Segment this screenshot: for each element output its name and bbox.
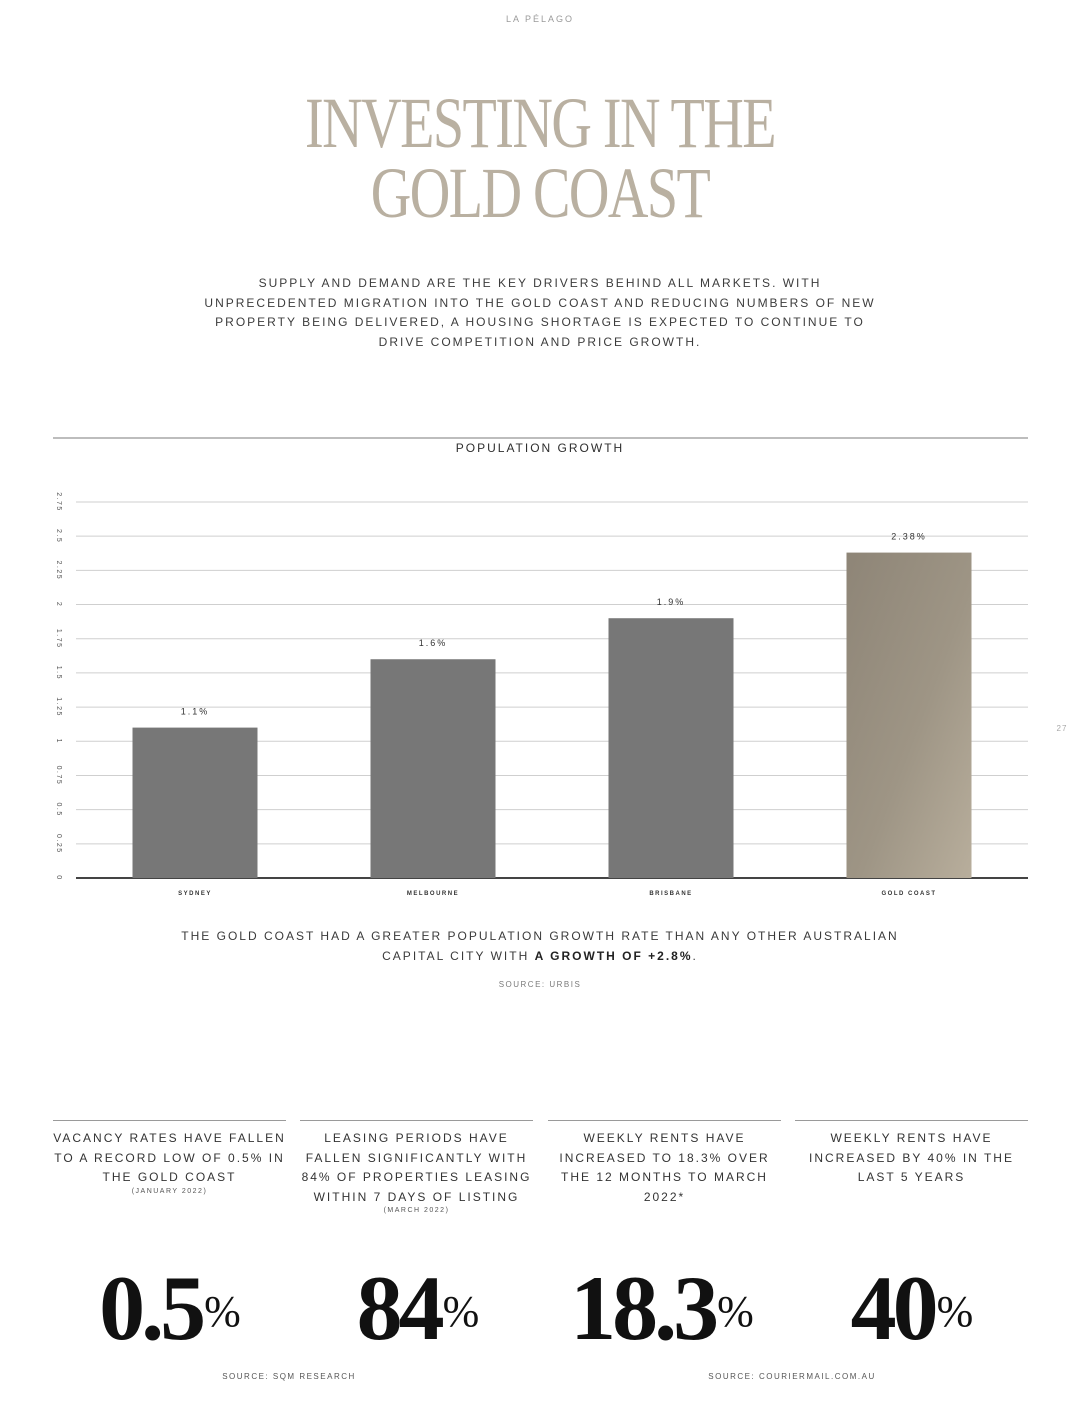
bar-data-label: 1.9%: [657, 597, 686, 607]
stat-figure-leasing: 84%: [288, 1258, 548, 1358]
chart-caption-text: THE GOLD COAST HAD A GREATER POPULATION …: [181, 929, 899, 963]
bar-data-label: 1.6%: [419, 638, 448, 648]
page-number: 27: [1056, 724, 1068, 733]
stat-figure-unit: %: [936, 1287, 974, 1336]
stat-figure-value: 18.3: [570, 1257, 719, 1359]
stat-figure-vacancy: 0.5%: [40, 1258, 300, 1358]
y-tick-label: 1: [55, 739, 62, 744]
y-tick-label: 0.75: [55, 766, 62, 786]
x-category-label: SYDNEY: [178, 891, 212, 897]
page-title-line-2: GOLD COAST: [370, 153, 711, 233]
y-tick-label: 2: [55, 602, 62, 607]
stat-card-rents-5y: WEEKLY RENTS HAVE INCREASED BY 40% IN TH…: [795, 1120, 1028, 1188]
y-tick-label: 1.75: [55, 629, 62, 649]
x-category-label: MELBOURNE: [407, 891, 459, 897]
stat-figure-value: 84: [356, 1257, 445, 1359]
y-tick-label: 0: [55, 875, 62, 880]
stat-description: VACANCY RATES HAVE FALLEN TO A RECORD LO…: [53, 1131, 286, 1184]
stat-rule: [795, 1120, 1028, 1121]
bar-melbourne: [370, 659, 496, 878]
y-tick-label: 0.5: [55, 803, 62, 817]
y-tick-label: 0.25: [55, 834, 62, 854]
stat-date: (MARCH 2022): [383, 1207, 450, 1214]
chart-title: POPULATION GROWTH: [455, 441, 625, 455]
population-growth-chart: 0 0.25 0.5 0.75 1 1.25 1.5 1.75 2 2.25 2.5 2.75 1.1%…: [55, 492, 1028, 897]
stat-rule: [548, 1120, 781, 1121]
stat-card-leasing: LEASING PERIODS HAVE FALLEN SIGNIFICANTL…: [300, 1120, 533, 1214]
stat-figure-value: 40: [850, 1257, 939, 1359]
source-left: SOURCE: SQM RESEARCH: [222, 1372, 356, 1381]
stat-rule: [53, 1120, 286, 1121]
stat-date: (JANUARY 2022): [131, 1187, 208, 1195]
page-title: INVESTING IN THE GOLD COAST: [119, 87, 961, 229]
stat-description: WEEKLY RENTS HAVE INCREASED BY 40% IN TH…: [809, 1131, 1014, 1184]
bar-data-label: 1.1%: [181, 707, 210, 717]
y-tick-label: 1.25: [55, 697, 62, 717]
bar-data-label: 2.38%: [891, 532, 927, 542]
stat-rule: [300, 1120, 533, 1121]
page-title-line-1: INVESTING IN THE: [304, 83, 777, 163]
stat-figure-unit: %: [204, 1287, 241, 1336]
brand-name: LA PÉLAGO: [505, 14, 575, 24]
y-tick-label: 1.5: [55, 666, 62, 680]
x-category-label: BRISBANE: [649, 891, 692, 897]
stat-figure-unit: %: [717, 1287, 754, 1336]
y-tick-label: 2.5: [55, 529, 62, 543]
stat-figure-unit: %: [442, 1287, 480, 1336]
intro-paragraph: SUPPLY AND DEMAND ARE THE KEY DRIVERS BE…: [204, 276, 876, 349]
source-right: SOURCE: COURIERMAIL.COM.AU: [708, 1372, 876, 1381]
x-category-label: GOLD COAST: [882, 891, 937, 897]
stat-figure-rents-5y: 40%: [782, 1258, 1042, 1358]
stat-description: LEASING PERIODS HAVE FALLEN SIGNIFICANTL…: [301, 1131, 532, 1204]
stat-card-rents-12m: WEEKLY RENTS HAVE INCREASED TO 18.3% OVE…: [548, 1120, 781, 1207]
stat-figure-rents-12m: 18.3%: [532, 1258, 792, 1358]
stat-description: WEEKLY RENTS HAVE INCREASED TO 18.3% OVE…: [559, 1131, 770, 1204]
chart-top-rule: [53, 437, 1028, 439]
chart-caption: THE GOLD COAST HAD A GREATER POPULATION …: [150, 926, 930, 966]
bar-brisbane: [608, 618, 734, 878]
stat-card-vacancy: VACANCY RATES HAVE FALLEN TO A RECORD LO…: [53, 1120, 286, 1195]
chart-caption-highlight: A GROWTH OF +2.8%: [534, 949, 693, 963]
y-tick-label: 2.25: [55, 561, 62, 581]
stat-figure-value: 0.5: [99, 1257, 206, 1359]
chart-caption-end: .: [692, 949, 698, 963]
bar-gold-coast: [846, 552, 972, 878]
chart-source: SOURCE: URBIS: [498, 980, 582, 989]
y-tick-label: 2.75: [55, 492, 62, 512]
bar-sydney: [132, 727, 258, 878]
